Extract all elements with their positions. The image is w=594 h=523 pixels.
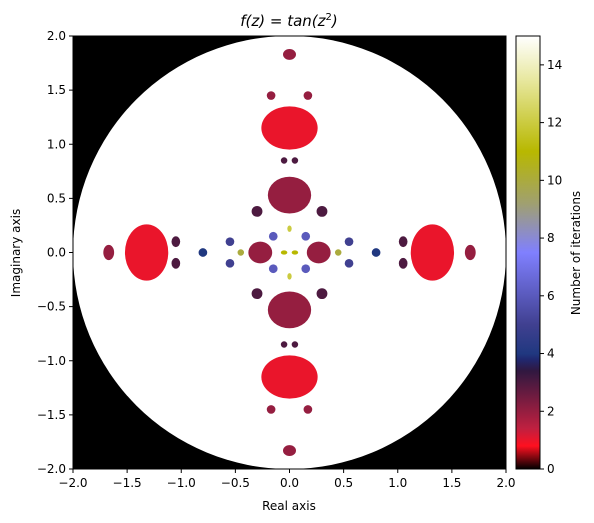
colorbar-tick-label: 2 (547, 404, 555, 418)
basin-34 (268, 231, 278, 241)
basin-36 (268, 264, 278, 274)
y-tick-label: −2.0 (37, 462, 66, 476)
basin-15 (303, 405, 313, 414)
basin-13 (303, 91, 313, 100)
basin-21 (316, 205, 328, 217)
basin-30 (225, 237, 235, 247)
basin-2 (410, 224, 455, 281)
x-tick-label: 0.5 (334, 476, 353, 490)
colorbar-axis: 0 2 4 6 8 10 12 14 (540, 58, 562, 476)
y-tick-label: 0.5 (47, 191, 66, 205)
basin-32 (225, 258, 235, 268)
y-axis-label: Imaginary axis (9, 209, 23, 297)
basin-26 (280, 341, 288, 348)
basin-18 (398, 236, 408, 248)
y-axis: 2.0 1.5 1.0 0.5 0.0 −0.5 −1.0 −1.5 −2.0 (37, 29, 73, 476)
x-tick-label: 1.5 (442, 476, 461, 490)
basin-22 (251, 288, 263, 300)
basin-7 (306, 241, 331, 264)
colorbar-label: Number of iterations (569, 191, 583, 315)
basin-1 (261, 355, 318, 399)
chart-title: f(z) = tan(z2) (240, 12, 338, 30)
basin-14 (266, 405, 276, 414)
x-axis-label: Real axis (262, 499, 316, 513)
colorbar-tick-label: 14 (547, 58, 562, 72)
basin-16 (171, 236, 181, 248)
basin-20 (251, 205, 263, 217)
basin-38 (237, 249, 245, 256)
basin-0 (261, 106, 318, 150)
basin-42 (287, 225, 292, 232)
basin-31 (344, 237, 354, 247)
x-tick-label: 1.0 (388, 476, 407, 490)
x-axis: −2.0 −1.5 −1.0 −0.5 0.0 0.5 1.0 1.5 2.0 (58, 469, 516, 490)
basin-40 (280, 250, 288, 255)
basin-41 (291, 250, 299, 255)
plot-area (73, 36, 506, 469)
basin-4 (267, 176, 312, 214)
basin-3 (124, 224, 169, 281)
colorbar-tick-label: 10 (547, 173, 562, 187)
basin-5 (267, 291, 312, 329)
colorbar-tick-label: 12 (547, 116, 562, 130)
escape-disk (73, 36, 506, 469)
x-tick-label: 2.0 (496, 476, 515, 490)
basin-37 (301, 264, 311, 274)
y-tick-label: −1.5 (37, 408, 66, 422)
colorbar (515, 35, 541, 470)
basin-12 (266, 91, 276, 100)
x-tick-label: −1.0 (167, 476, 196, 490)
colorbar-tick-label: 4 (547, 347, 555, 361)
basin-33 (344, 258, 354, 268)
basin-9 (283, 445, 296, 457)
basin-27 (291, 341, 299, 348)
colorbar-tick-label: 0 (547, 462, 555, 476)
basin-19 (398, 257, 408, 269)
basin-43 (287, 273, 292, 280)
basin-28 (198, 248, 208, 257)
basins-layer (103, 48, 476, 457)
x-tick-label: −2.0 (58, 476, 87, 490)
basin-8 (283, 48, 296, 60)
basin-17 (171, 257, 181, 269)
basin-35 (301, 231, 311, 241)
y-tick-label: 1.5 (47, 83, 66, 97)
basin-11 (103, 244, 115, 261)
y-tick-label: 0.0 (47, 246, 66, 260)
y-tick-label: −0.5 (37, 300, 66, 314)
basin-25 (291, 157, 299, 164)
x-tick-label: −1.5 (113, 476, 142, 490)
y-tick-label: −1.0 (37, 354, 66, 368)
basin-6 (248, 241, 273, 264)
basin-24 (280, 157, 288, 164)
x-tick-label: 0.0 (280, 476, 299, 490)
basin-23 (316, 288, 328, 300)
colorbar-tick-label: 8 (547, 231, 555, 245)
x-tick-label: −0.5 (221, 476, 250, 490)
basin-10 (464, 244, 476, 261)
basin-29 (371, 248, 381, 257)
y-tick-label: 1.0 (47, 137, 66, 151)
y-tick-label: 2.0 (47, 29, 66, 43)
basin-39 (334, 249, 342, 256)
colorbar-tick-label: 6 (547, 289, 555, 303)
